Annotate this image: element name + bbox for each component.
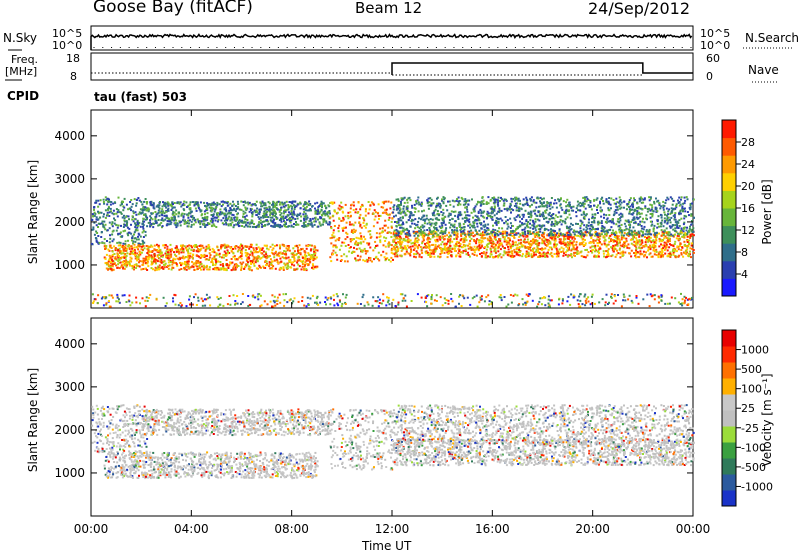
nave-tick-high: 60: [706, 52, 720, 65]
beam-title: Beam 12: [355, 0, 423, 17]
nsearch-tick-low: 10^0: [700, 39, 731, 52]
nsky-line: [90, 33, 693, 50]
power-panel: [90, 109, 694, 309]
freq-label: Freq.: [11, 53, 39, 66]
nave-tick-low: 0: [706, 70, 713, 83]
nsky-panel: [90, 25, 694, 51]
nsky-tick-high: 10^5: [52, 27, 83, 40]
nsearch-tick-high: 10^5: [700, 27, 731, 40]
power-scatter: [91, 196, 695, 308]
freq-line: [91, 62, 693, 76]
cpid-label: CPID: [7, 89, 40, 103]
cpid-value: tau (fast) 503: [94, 90, 187, 104]
freq-panel: [90, 52, 694, 81]
velocity-scatter: [91, 404, 695, 480]
freq-tick-low: 8: [70, 70, 77, 83]
date-title: 24/Sep/2012: [588, 0, 691, 18]
nsky-tick-low: 10^0: [52, 39, 83, 52]
x-axis-label: Time UT: [362, 539, 412, 553]
nave-label: Nave: [748, 63, 779, 77]
station-title: Goose Bay (fitACF): [93, 0, 253, 17]
freq-tick-high: 18: [66, 52, 80, 65]
time-x-axis: 00:00 04:00 08:00 12:00 16:00 20:00 00:00: [74, 110, 710, 536]
nsearch-label: N.Search: [745, 31, 800, 45]
nsky-label: N.Sky: [3, 31, 38, 45]
freq-unit-label: [MHz]: [5, 65, 38, 78]
